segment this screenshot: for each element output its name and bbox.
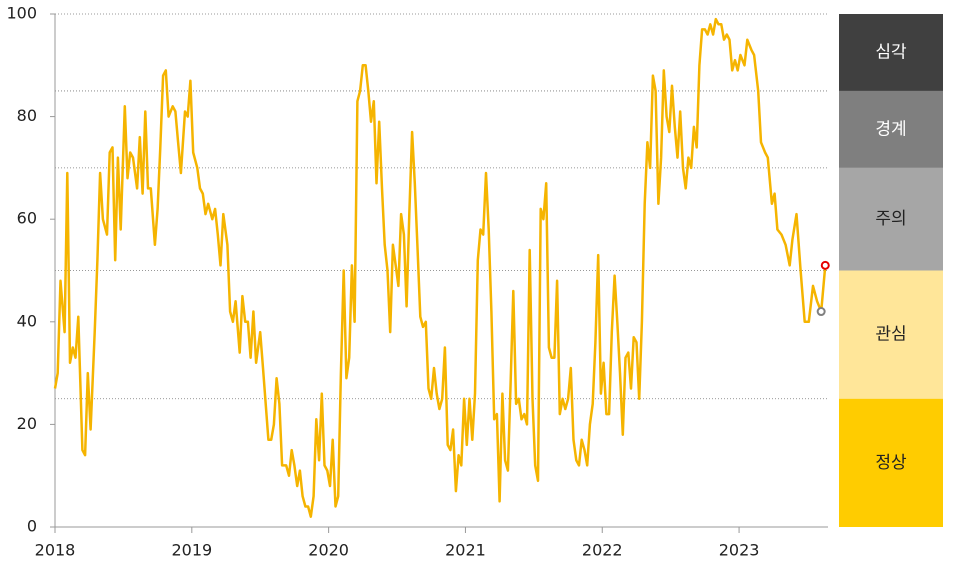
zone-band — [839, 167, 943, 271]
zone-band — [839, 90, 943, 168]
x-tick-label: 2018 — [35, 541, 76, 560]
zone-band — [839, 398, 943, 527]
zone-label: 관심 — [875, 325, 906, 345]
zone-label: 심각 — [875, 42, 907, 62]
x-tick-label: 2020 — [308, 541, 349, 560]
zone-label: 주의 — [875, 209, 906, 229]
zone-band — [839, 270, 943, 399]
y-tick-label: 60 — [17, 209, 37, 228]
x-tick-label: 2023 — [719, 541, 760, 560]
zone-label: 경계 — [875, 119, 906, 139]
zone-label: 정상 — [875, 453, 907, 473]
highlight-point — [816, 307, 826, 317]
zone-band — [839, 14, 943, 91]
y-tick-label: 0 — [27, 517, 37, 536]
x-tick-label: 2021 — [445, 541, 486, 560]
highlight-point — [820, 260, 830, 270]
y-tick-label: 80 — [17, 106, 37, 125]
x-tick-label: 2022 — [582, 541, 623, 560]
y-tick-label: 20 — [17, 414, 37, 433]
y-tick-label: 40 — [17, 311, 37, 330]
data-line — [53, 17, 827, 518]
y-tick-label: 100 — [6, 4, 37, 23]
x-tick-label: 2019 — [171, 541, 212, 560]
